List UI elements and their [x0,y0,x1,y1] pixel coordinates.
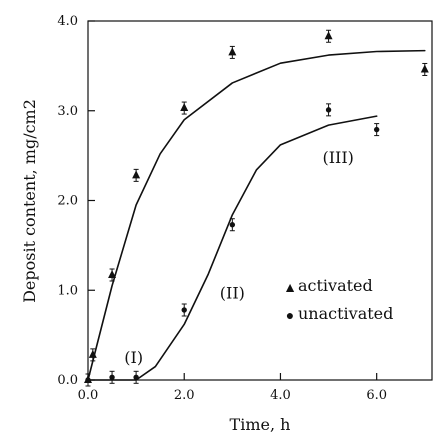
activated-point [180,103,189,112]
unactivated-point [133,374,139,381]
legend-activated-marker: ▲ [283,281,297,296]
unactivated-point [109,374,115,381]
curve-annotation: (II) [220,283,245,302]
legend-unactivated-label: unactivated [298,304,393,323]
x-tick-label: 2.0 [174,388,195,403]
unactivated-point [85,377,91,383]
x-ticks: 0.0 2.0 4.0 6.0 [78,373,387,403]
activated-point [108,269,117,278]
x-tick-label: 4.0 [270,388,291,403]
y-tick-label: 3.0 [57,104,78,119]
unactivated-point [229,222,236,228]
unactivated-point [325,107,332,113]
unactivated-point [181,307,187,313]
curve-annotation: (III) [322,148,353,167]
legend-activated-label: activated [298,276,373,295]
x-axis-label: Time, h [230,415,291,434]
y-tick-label: 0.0 [57,373,78,388]
y-ticks: 0.0 1.0 2.0 3.0 4.0 [57,14,95,388]
annotations: (I) (II) (III) [124,148,354,367]
fit-curves [87,49,426,381]
plot-frame [87,20,433,381]
legend-unactivated-marker: ● [286,309,294,324]
activated-point [228,47,237,56]
activated-fit-curve [87,49,426,381]
x-tick-label: 0.0 [78,388,99,403]
y-tick-label: 4.0 [57,14,78,29]
activated-point [132,170,141,179]
unactivated-point [373,126,380,133]
activated-point [88,349,97,358]
x-tick-label: 6.0 [366,388,387,403]
activated-point [420,64,429,73]
y-axis-label: Deposit content, mg/cm2 [20,99,39,303]
activated-point [324,31,333,40]
data-points [84,29,429,387]
unactivated-fit-curve [87,115,378,381]
legend: ▲ activated ● unactivated [283,276,393,324]
curve-annotation: (I) [124,348,143,367]
y-tick-label: 1.0 [57,283,78,298]
y-tick-label: 2.0 [57,194,78,209]
